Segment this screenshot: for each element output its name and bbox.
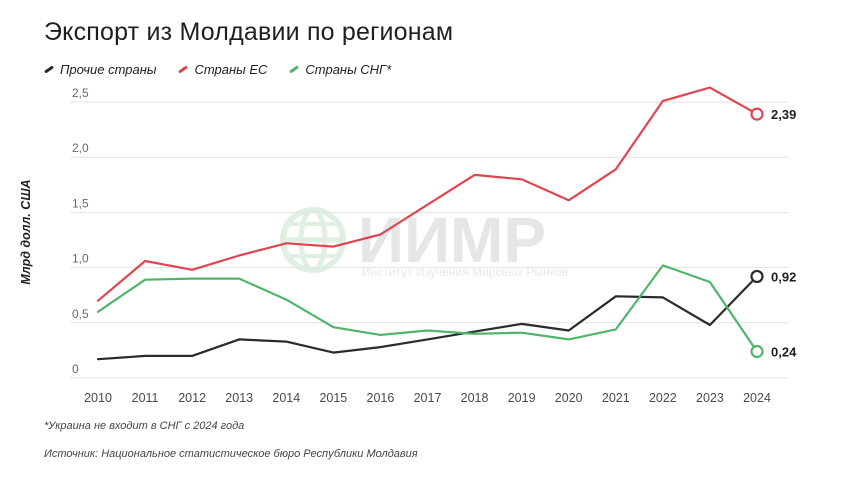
y-tick-label: 0 [72,362,79,376]
y-tick-label: 0,5 [72,307,89,321]
series-line [96,264,759,353]
y-tick-label: 2,0 [72,141,89,155]
source-note: Источник: Национальное статистическое бю… [44,448,418,460]
x-tick-label: 2022 [649,391,677,405]
end-point-marker [750,269,764,284]
watermark-globe-icon [280,207,346,273]
end-value-label: 0,92 [771,269,796,284]
legend-item-eu: Страны ЕС [178,62,267,77]
x-tick-label: 2016 [367,391,395,405]
legend-label-eu: Страны ЕС [194,62,268,77]
legend: Прочие страны Страны ЕС Страны СНГ* [44,62,391,77]
legend-item-cis: Страны СНГ* [289,62,391,77]
end-point-marker [750,344,764,359]
chart-title: Экспорт из Молдавии по регионам [44,18,454,46]
x-tick-label: 2012 [178,391,206,405]
series-line [96,86,759,302]
y-tick-label: 1,0 [72,252,89,266]
legend-label-cis: Страны СНГ* [305,62,392,77]
x-tick-label: 2011 [132,391,159,405]
end-value-label: 0,24 [771,345,797,360]
footnote: *Украина не входит в СНГ с 2024 года [44,420,245,432]
y-tick-label: 1,5 [72,196,89,210]
x-tick-label: 2019 [508,391,536,405]
x-tick-label: 2017 [414,391,442,405]
legend-label-other: Прочие страны [60,62,157,77]
end-value-label: 2,39 [771,107,796,122]
x-tick-label: 2023 [696,391,724,405]
legend-item-other: Прочие страны [44,62,156,77]
series-line [96,275,759,361]
x-tick-label: 2024 [743,391,771,405]
watermark-text: ИИМР [358,204,546,276]
x-tick-label: 2021 [602,391,630,405]
watermark-subtext: Институт Изучения Мировых Рынков [362,265,568,279]
x-tick-label: 2020 [555,391,583,405]
x-tick-label: 2015 [319,391,347,405]
x-tick-label: 2013 [225,391,253,405]
x-tick-label: 2010 [84,391,112,405]
x-tick-label: 2018 [461,391,489,405]
x-tick-label: 2014 [272,391,300,405]
y-tick-label: 2,5 [72,86,89,100]
end-point-marker [750,107,764,121]
